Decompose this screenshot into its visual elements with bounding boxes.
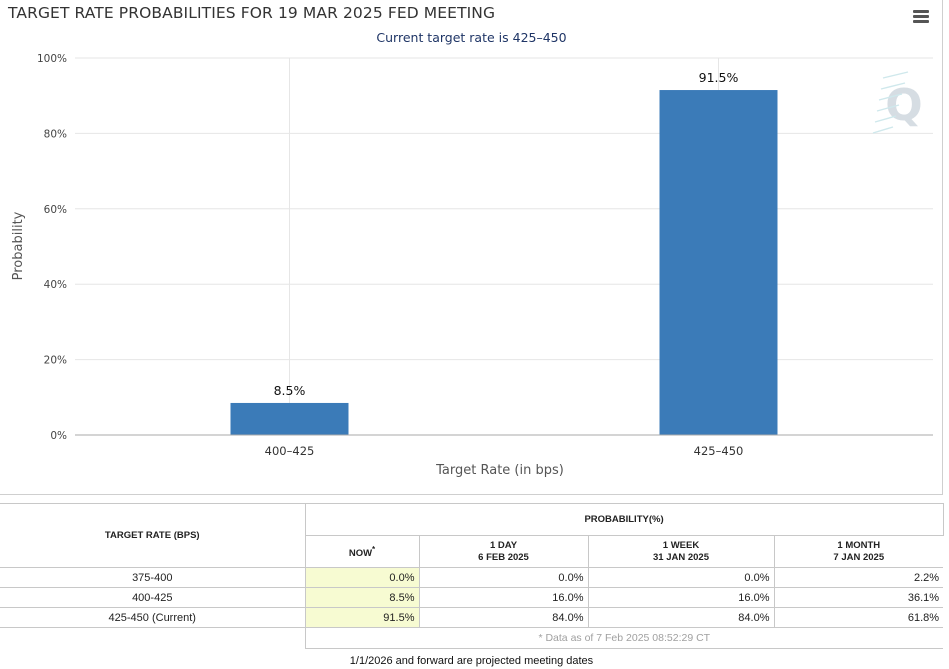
col-header-label: 1 MONTH	[837, 539, 881, 551]
rate-cell: 425-450 (Current)	[0, 607, 306, 628]
bar-2	[659, 90, 778, 436]
prob-1-month-cell: 61.8%	[773, 607, 944, 628]
data-timestamp-note: * Data as of 7 Feb 2025 08:52:29 CT	[304, 627, 944, 649]
y-tick-label: 100%	[37, 53, 67, 65]
col-header-1-week: 1 WEEK 31 JAN 2025	[587, 535, 775, 568]
prob-1-week-cell: 16.0%	[587, 587, 775, 608]
y-tick-label: 0%	[50, 430, 67, 442]
prob-now-cell: 8.5%	[304, 587, 420, 608]
prob-1-month-cell: 36.1%	[773, 587, 944, 608]
target-rate-header: TARGET RATE (BPS)	[0, 503, 306, 568]
y-tick-label: 40%	[44, 279, 67, 291]
prob-1-day-cell: 16.0%	[418, 587, 589, 608]
bar-1	[230, 402, 349, 435]
chart-panel: TARGET RATE PROBABILITIES FOR 19 MAR 202…	[0, 0, 943, 495]
watermark-stripe	[874, 115, 897, 123]
table-row: 425-450 (Current) 91.5% 84.0% 84.0% 61.8…	[0, 607, 944, 628]
chart-title: TARGET RATE PROBABILITIES FOR 19 MAR 202…	[8, 4, 496, 22]
watermark-stripe	[878, 93, 903, 101]
watermark-stripe	[882, 71, 909, 79]
hamburger-menu-icon[interactable]	[909, 7, 933, 27]
col-header-now: NOW*	[304, 535, 420, 568]
bar-data-label: 8.5%	[274, 383, 306, 398]
bar-chart: 0% 20% 40% 60% 80% 100% Q 8.5% 400–425 91.5% 425–4…	[11, 53, 933, 478]
watermark-stripe	[872, 126, 894, 134]
y-tick-label: 80%	[44, 128, 67, 140]
note-spacer	[0, 627, 305, 649]
prob-now-cell: 91.5%	[304, 607, 420, 628]
prob-1-day-cell: 0.0%	[418, 567, 589, 588]
watermark-stripe	[880, 82, 906, 90]
col-header-date: 7 JAN 2025	[833, 551, 885, 563]
y-tick-label: 60%	[44, 204, 67, 216]
prob-1-month-cell: 2.2%	[773, 567, 944, 588]
prob-1-day-cell: 84.0%	[418, 607, 589, 628]
col-header-label: 1 WEEK	[662, 539, 700, 551]
col-header-date: 6 FEB 2025	[478, 551, 529, 563]
col-header-now-label: NOW	[348, 547, 373, 559]
probability-table: TARGET RATE (BPS) PROBABILITY(%) NOW* 1 …	[0, 503, 944, 649]
table-row: 400-425 8.5% 16.0% 16.0% 36.1%	[0, 587, 944, 608]
col-header-1-day: 1 DAY 6 FEB 2025	[418, 535, 589, 568]
bar-data-label: 91.5%	[699, 70, 739, 85]
y-axis-title: Probability	[11, 211, 26, 280]
col-header-label: 1 DAY	[489, 539, 518, 551]
table-row: 375-400 0.0% 0.0% 0.0% 2.2%	[0, 567, 944, 588]
x-tick-label: 400–425	[265, 444, 315, 458]
rate-cell: 375-400	[0, 567, 306, 588]
footer-note: 1/1/2026 and forward are projected meeti…	[349, 655, 594, 667]
x-axis-title: Target Rate (in bps)	[435, 463, 564, 478]
watermark-stripe	[876, 104, 900, 112]
rate-cell: 400-425	[0, 587, 306, 608]
y-tick-label: 20%	[44, 355, 67, 367]
x-tick-label: 425–450	[694, 444, 744, 458]
prob-now-cell: 0.0%	[304, 567, 420, 588]
probability-header: PROBABILITY(%)	[304, 503, 944, 536]
now-footnote-star: *	[372, 544, 376, 554]
prob-1-week-cell: 0.0%	[587, 567, 775, 588]
watermark-logo: Q	[885, 80, 922, 131]
chart-subtitle: Current target rate is 425–450	[376, 30, 567, 45]
probability-table-area: TARGET RATE (BPS) PROBABILITY(%) NOW* 1 …	[0, 503, 949, 649]
col-header-date: 31 JAN 2025	[653, 551, 709, 563]
col-header-1-month: 1 MONTH 7 JAN 2025	[773, 535, 944, 568]
prob-1-week-cell: 84.0%	[587, 607, 775, 628]
